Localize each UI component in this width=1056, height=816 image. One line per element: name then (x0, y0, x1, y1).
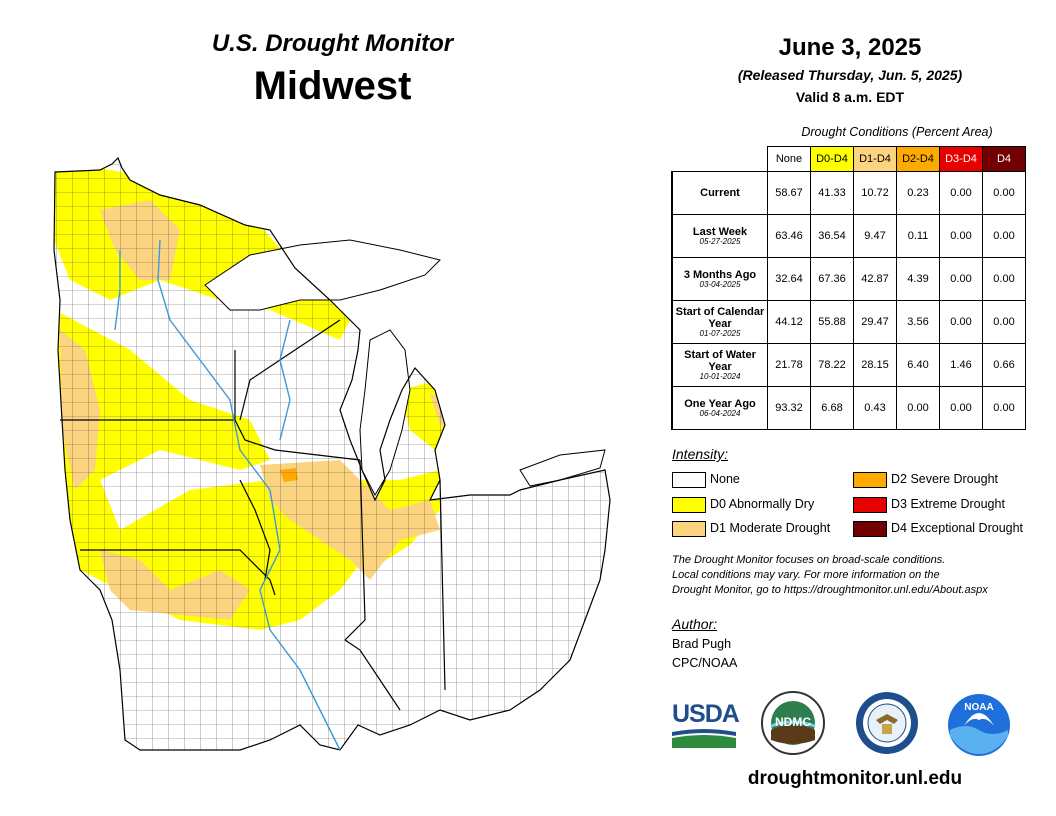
col-header-d2-d4: D2-D4 (896, 146, 940, 172)
legend-swatch (672, 472, 706, 488)
usda-wave-icon (672, 729, 736, 748)
cell-value: 1.46 (939, 343, 983, 387)
cell-value: 67.36 (810, 257, 854, 301)
usda-logo: USDA (672, 700, 740, 748)
col-header-d4: D4 (982, 146, 1026, 172)
cell-value: 0.00 (896, 386, 940, 430)
ndmc-seal-icon (761, 691, 825, 755)
col-header-none: None (767, 146, 811, 172)
cell-value: 0.00 (939, 257, 983, 301)
table-row: Start of Water Year 10-01-2024 21.78 78.2… (671, 343, 1026, 387)
rivers (114, 239, 341, 751)
disclaimer-note: The Drought Monitor focuses on broad-sca… (672, 554, 988, 596)
row-label: One Year Ago 06-04-2024 (671, 386, 768, 430)
cell-value: 58.67 (767, 171, 811, 215)
legend-swatch (672, 521, 706, 537)
col-header-d1-d4: D1-D4 (853, 146, 897, 172)
cell-value: 0.00 (982, 300, 1026, 344)
cell-value: 6.40 (896, 343, 940, 387)
map-date: June 3, 2025 (778, 34, 922, 61)
valid-time: Valid 8 a.m. EDT (795, 89, 905, 105)
map-title: U.S. Drought Monitor (211, 30, 454, 57)
cell-value: 28.15 (853, 343, 897, 387)
table-row: One Year Ago 06-04-2024 93.32 6.68 0.43 0… (671, 386, 1026, 430)
cell-value: 0.66 (982, 343, 1026, 387)
cell-value: 3.56 (896, 300, 940, 344)
author-org: CPC/NOAA (672, 656, 738, 670)
cell-value: 0.23 (896, 171, 940, 215)
table-row: Current 58.67 41.33 10.72 0.23 0.00 0.00 (671, 171, 1026, 215)
legend-swatch (853, 497, 887, 513)
lake-superior (204, 239, 441, 311)
drought-conditions-table: None D0-D4 D1-D4 D2-D4 D3-D4 D4 Current … (671, 146, 1026, 430)
author-title: Author: (672, 616, 718, 632)
cell-value: 63.46 (767, 214, 811, 258)
legend-title: Intensity: (672, 446, 729, 462)
row-label: Start of Calendar Year 01-07-2025 (671, 300, 768, 344)
cell-value: 0.00 (982, 386, 1026, 430)
legend-label: D1 Moderate Drought (710, 521, 831, 535)
cell-value: 21.78 (767, 343, 811, 387)
row-label: Current (671, 171, 768, 215)
author-name: Brad Pugh (672, 637, 732, 651)
table-row: Start of Calendar Year 01-07-2025 44.12 5… (671, 300, 1026, 344)
cell-value: 55.88 (810, 300, 854, 344)
legend-swatch (853, 472, 887, 488)
eagle-seal-icon (856, 692, 918, 754)
cell-value: 0.00 (982, 171, 1026, 215)
midwest-drought-map (53, 157, 611, 751)
state-borders (53, 157, 611, 751)
cell-value: 44.12 (767, 300, 811, 344)
legend-label: D2 Severe Drought (891, 472, 999, 486)
table-row: Last Week 05-27-2025 63.46 36.54 9.47 0.1… (671, 214, 1026, 258)
cell-value: 78.22 (810, 343, 854, 387)
cell-value: 4.39 (896, 257, 940, 301)
row-label: Last Week 05-27-2025 (671, 214, 768, 258)
release-date: (Released Thursday, Jun. 5, 2025) (737, 67, 963, 83)
cell-value: 42.87 (853, 257, 897, 301)
lake-erie (519, 449, 606, 487)
cell-value: 32.64 (767, 257, 811, 301)
table-row: 3 Months Ago 03-04-2025 32.64 67.36 42.87… (671, 257, 1026, 301)
col-header-d0-d4: D0-D4 (810, 146, 854, 172)
cell-value: 0.00 (939, 214, 983, 258)
legend-label: D0 Abnormally Dry (710, 497, 815, 511)
legend-swatch (672, 497, 706, 513)
table-header-row: None D0-D4 D1-D4 D2-D4 D3-D4 D4 (672, 146, 1026, 172)
legend-label: D4 Exceptional Drought (891, 521, 1024, 535)
footer-url[interactable]: droughtmonitor.unl.edu (747, 768, 963, 789)
row-label: 3 Months Ago 03-04-2025 (671, 257, 768, 301)
table-caption: Drought Conditions (Percent Area) (801, 125, 993, 139)
legend-label: None (710, 472, 740, 486)
row-label: Start of Water Year 10-01-2024 (671, 343, 768, 387)
col-header-d3-d4: D3-D4 (939, 146, 983, 172)
cell-value: 9.47 (853, 214, 897, 258)
legend-swatch (853, 521, 887, 537)
cell-value: 29.47 (853, 300, 897, 344)
cell-value: 0.00 (982, 214, 1026, 258)
noaa-bird-icon (948, 694, 1010, 756)
cell-value: 0.11 (896, 214, 940, 258)
commerce-seal-logo (854, 690, 920, 756)
cell-value: 10.72 (853, 171, 897, 215)
cell-value: 0.00 (939, 386, 983, 430)
cell-value: 41.33 (810, 171, 854, 215)
noaa-logo: NOAA (946, 692, 1012, 758)
cell-value: 0.00 (939, 300, 983, 344)
cell-value: 93.32 (767, 386, 811, 430)
cell-value: 0.00 (982, 257, 1026, 301)
table-header-blank (672, 146, 768, 172)
legend-label: D3 Extreme Drought (891, 497, 1005, 511)
d2-area-michigan (458, 397, 472, 412)
cell-value: 0.00 (939, 171, 983, 215)
cell-value: 36.54 (810, 214, 854, 258)
lake-michigan (359, 329, 411, 497)
cell-value: 6.68 (810, 386, 854, 430)
region-title: Midwest (253, 64, 412, 108)
cell-value: 0.43 (853, 386, 897, 430)
ndmc-logo: NDMC (760, 690, 826, 756)
